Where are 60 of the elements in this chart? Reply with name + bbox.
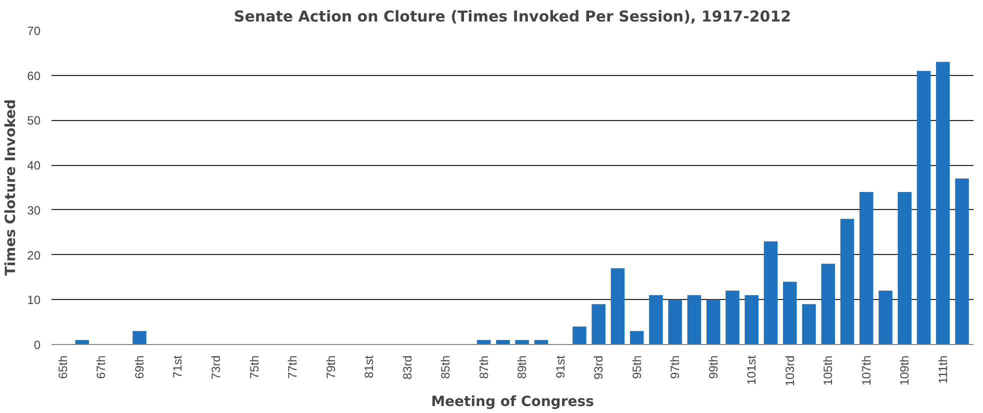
bar	[75, 340, 89, 344]
bar	[744, 295, 758, 344]
bar	[592, 304, 606, 344]
bar	[898, 192, 912, 344]
bar	[572, 326, 586, 344]
bar	[132, 331, 146, 344]
bar	[840, 218, 854, 344]
y-axis-title: Times Cloture Invoked	[3, 99, 20, 276]
x-tick-label: 79th	[324, 355, 338, 379]
y-tick-label: 40	[27, 158, 41, 173]
x-tick-label: 87th	[476, 355, 491, 379]
bar	[821, 264, 836, 344]
x-tick-label: 83rd	[400, 355, 414, 380]
bar	[936, 62, 950, 344]
x-tick-label: 69th	[132, 355, 146, 379]
bar	[687, 295, 702, 344]
x-tick-label: 71st	[170, 354, 185, 378]
y-tick-label: 70	[27, 24, 41, 38]
bar	[878, 290, 892, 344]
x-tick-label: 105th	[821, 356, 836, 386]
bar	[916, 70, 931, 344]
x-tick-label: 91st	[553, 354, 568, 378]
x-tick-label: 99th	[706, 355, 720, 379]
x-tick-label: 97th	[668, 355, 682, 379]
y-tick-label: 20	[27, 248, 41, 262]
bar	[802, 304, 816, 344]
y-tick-label: 60	[27, 68, 41, 83]
bar	[859, 192, 874, 344]
chart-title: Senate Action on Cloture (Times Invoked Per Session), 1917-2012	[234, 8, 792, 26]
y-tick-label: 10	[27, 293, 41, 308]
bar	[764, 241, 778, 344]
bar	[630, 331, 644, 344]
bar	[610, 268, 625, 344]
bar	[782, 282, 797, 344]
y-tick-label: 30	[27, 203, 41, 218]
bar	[515, 340, 529, 344]
x-tick-label: 107th	[859, 356, 874, 386]
x-tick-label: 109th	[898, 356, 912, 386]
bar	[668, 300, 682, 344]
bar	[726, 290, 740, 344]
x-tick-label: 103rd	[782, 355, 797, 386]
bar	[706, 300, 720, 344]
x-tick-label: 85th	[438, 355, 453, 379]
bar	[649, 295, 663, 344]
x-tick-label: 73rd	[209, 355, 224, 380]
x-axis-title: Meeting of Congress	[431, 394, 594, 410]
x-tick-label: 67th	[94, 355, 108, 379]
x-tick-label: 65th	[56, 355, 70, 379]
x-tick-label: 95th	[630, 355, 644, 379]
x-tick-label: 111th	[936, 356, 950, 384]
x-tick-label: 101st	[744, 354, 759, 385]
bar	[496, 340, 510, 344]
x-tick-label: 75th	[247, 355, 262, 379]
x-tick-label: 89th	[515, 355, 530, 379]
y-tick-label: 50	[27, 114, 41, 128]
x-tick-label: 93rd	[592, 355, 606, 380]
x-tick-label: 81st	[362, 354, 376, 378]
x-tick-label: 77th	[286, 355, 300, 379]
y-tick-label: 0	[34, 338, 41, 352]
bar	[955, 178, 969, 344]
